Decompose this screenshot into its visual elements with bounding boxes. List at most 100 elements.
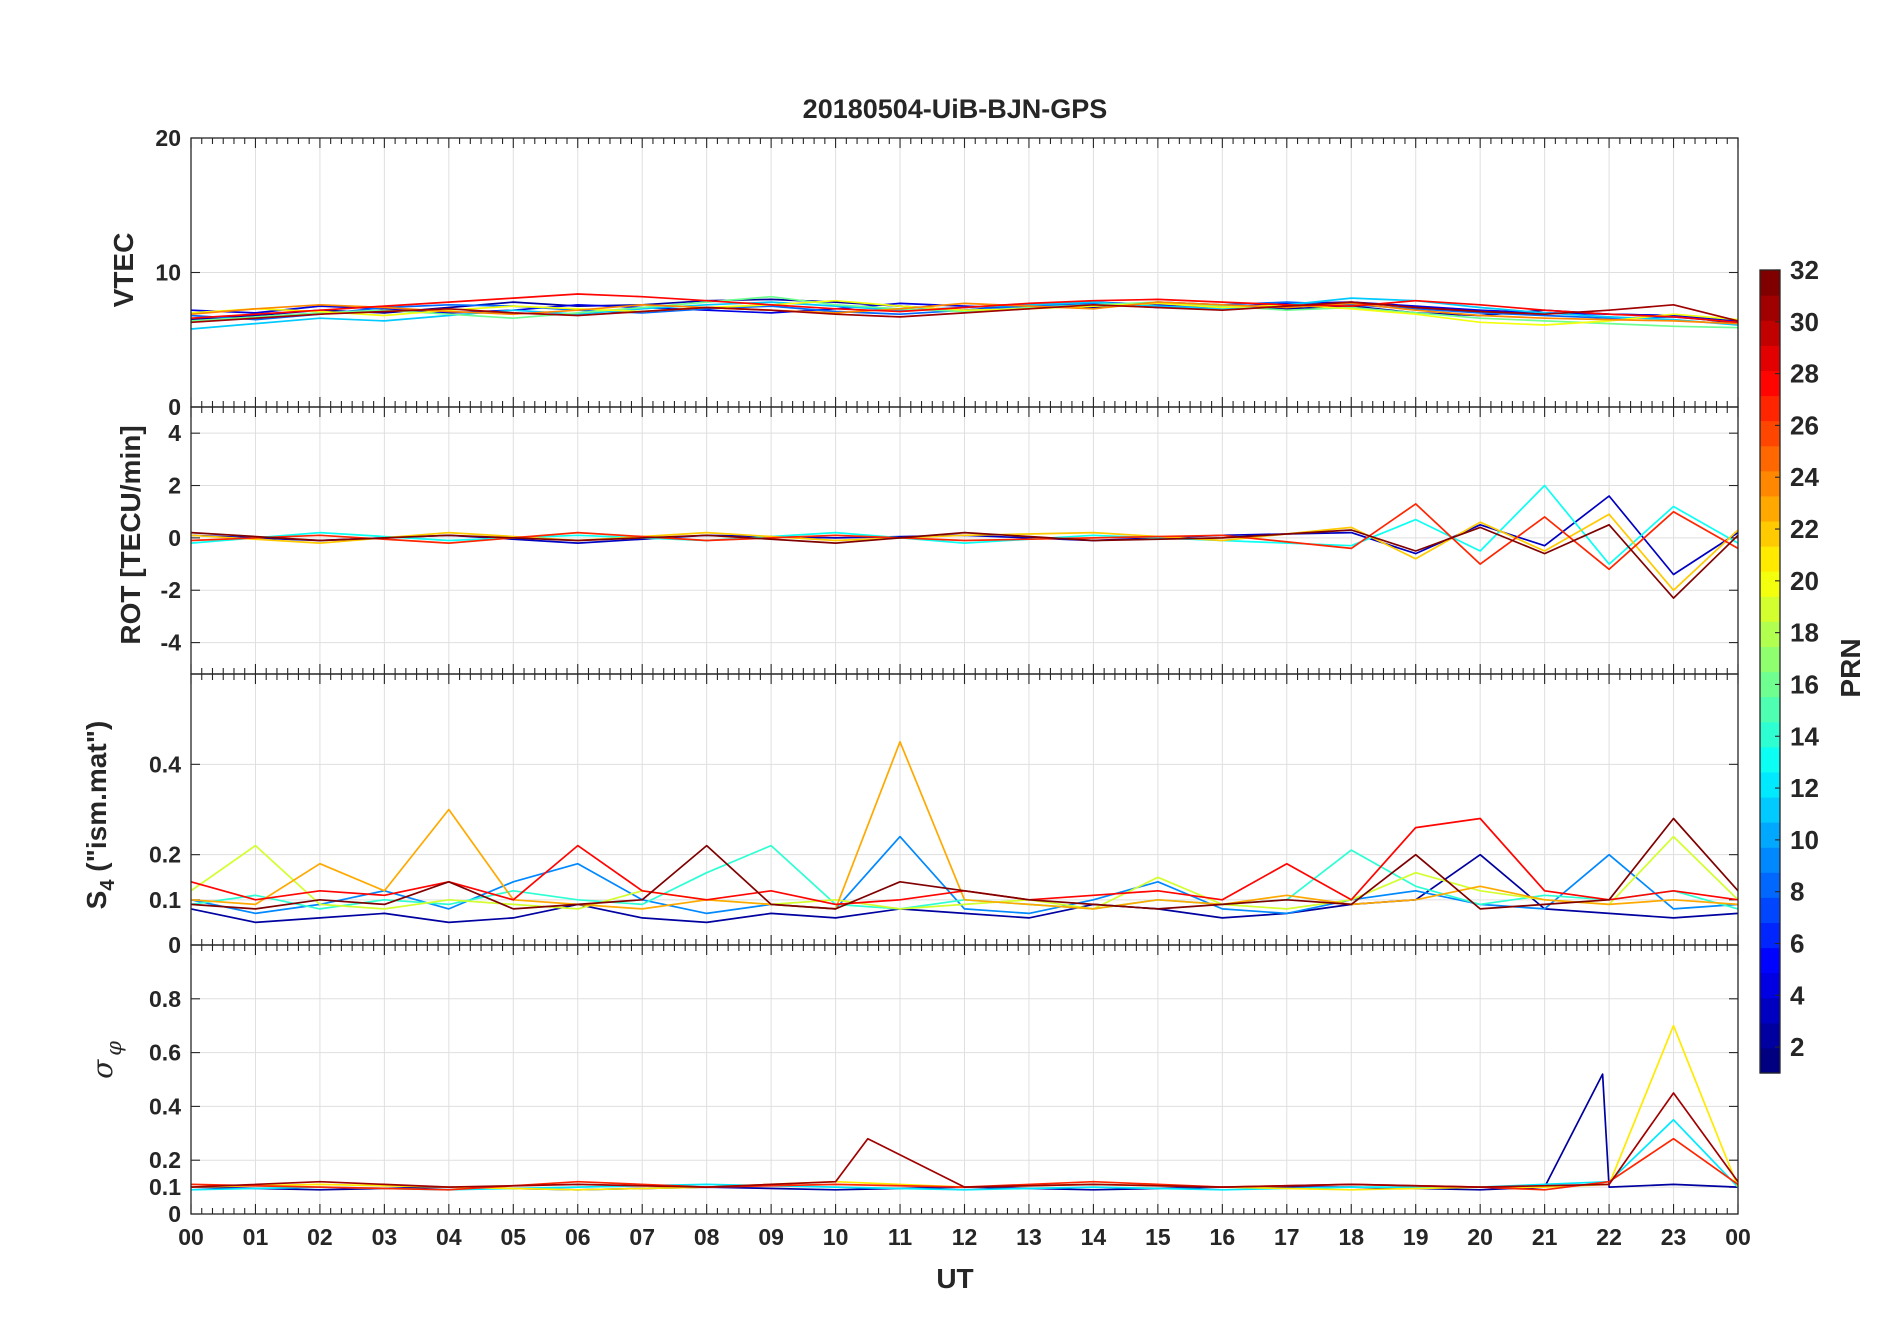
colorbar-segment <box>1760 445 1780 472</box>
x-tick-label: 00 <box>178 1224 204 1250</box>
colorbar-segment <box>1760 345 1780 371</box>
colorbar-tick-label: 10 <box>1790 825 1819 855</box>
colorbar-segment <box>1760 997 1780 1024</box>
x-tick-label: 01 <box>243 1224 269 1250</box>
colorbar-segment <box>1760 947 1780 974</box>
colorbar-tick-label: 16 <box>1790 669 1819 699</box>
colorbar-segment <box>1760 972 1780 999</box>
colorbar-segment <box>1760 796 1780 823</box>
colorbar-segment <box>1760 746 1780 773</box>
rot-panel: -4 -2 0 2 4 <box>161 406 1739 675</box>
x-tick-label: 23 <box>1661 1224 1687 1250</box>
x-tick-label: 08 <box>694 1224 720 1250</box>
x-tick-label: 17 <box>1274 1224 1300 1250</box>
x-tick-label: 03 <box>372 1224 398 1250</box>
y-tick-label: 0.2 <box>149 842 181 868</box>
colorbar-segment <box>1760 470 1780 497</box>
x-tick-label: 18 <box>1338 1224 1364 1250</box>
x-axis-tick-labels: 00 01 02 03 04 05 06 07 08 09 10 11 12 13 14 15 16 17 18 19… <box>178 1224 1751 1250</box>
x-tick-label: 15 <box>1145 1224 1171 1250</box>
series-line-prn-4 <box>190 301 1739 322</box>
colorbar-segment <box>1760 1022 1780 1049</box>
series-line-prn-31 <box>190 301 1739 324</box>
colorbar-tick-label: 32 <box>1790 255 1819 285</box>
y-tick-label: 0.8 <box>149 986 181 1012</box>
series-line-prn-2 <box>190 853 1739 924</box>
series-line-prn-32 <box>190 523 1739 599</box>
y-tick-label: 0.4 <box>149 1093 181 1119</box>
series-line-prn-12 <box>190 1118 1739 1191</box>
sigma-phi-y-axis-label: σφ <box>86 1041 126 1079</box>
series-line-prn-23 <box>190 740 1739 910</box>
x-tick-label: 09 <box>758 1224 784 1250</box>
x-tick-label: 10 <box>823 1224 849 1250</box>
colorbar-tick-label: 12 <box>1790 773 1819 803</box>
x-tick-label: 22 <box>1596 1224 1622 1250</box>
y-tick-label: 10 <box>155 260 181 286</box>
colorbar-segment <box>1760 495 1780 522</box>
colorbar-segment <box>1760 1047 1780 1074</box>
colorbar-segment <box>1760 621 1780 647</box>
series-line-prn-19 <box>190 835 1739 910</box>
colorbar-segment <box>1760 520 1780 547</box>
colorbar-tick-label: 6 <box>1790 928 1804 958</box>
colorbar-segment <box>1760 646 1780 673</box>
y-tick-label: 0.6 <box>149 1040 181 1066</box>
colorbar-tick-label: 20 <box>1790 566 1819 596</box>
y-tick-label: 0.1 <box>149 1174 181 1200</box>
colorbar-tick-label: 14 <box>1790 721 1819 751</box>
colorbar-tick-label: 8 <box>1790 877 1804 907</box>
colorbar-segment <box>1760 696 1780 723</box>
rot-y-axis-label: ROT [TECU/min] <box>115 425 146 644</box>
y-tick-label: 0.1 <box>149 887 181 913</box>
x-tick-label: 14 <box>1081 1224 1107 1250</box>
x-tick-label: 06 <box>565 1224 591 1250</box>
colorbar-segment <box>1760 270 1780 296</box>
colorbar-segment <box>1760 546 1780 572</box>
colorbar-segment <box>1760 771 1780 798</box>
colorbar-segment <box>1760 872 1780 898</box>
colorbar-segment <box>1760 370 1780 397</box>
colorbar-segment <box>1760 571 1780 597</box>
colorbar-tick-label: 28 <box>1790 359 1819 389</box>
series-line-prn-31 <box>190 1092 1739 1188</box>
x-tick-label: 05 <box>500 1224 526 1250</box>
colorbar-tick-label: 30 <box>1790 307 1819 337</box>
sigma-phi-panel: 00.10.2 0.4 0.6 0.8 <box>149 944 1739 1227</box>
colorbar-segment <box>1760 320 1780 346</box>
vtec-y-axis-label: VTEC <box>108 233 139 308</box>
colorbar-segment <box>1760 822 1780 848</box>
y-tick-label: 0 <box>168 932 181 958</box>
x-tick-label: 13 <box>1016 1224 1042 1250</box>
series-line-prn-24 <box>190 301 1739 325</box>
y-tick-label: 2 <box>168 473 181 499</box>
x-tick-label: 12 <box>952 1224 978 1250</box>
colorbar-tick-label: 24 <box>1790 462 1819 492</box>
y-tick-label: 4 <box>168 420 181 446</box>
x-tick-label: 02 <box>307 1224 333 1250</box>
colorbar-frame <box>1759 269 1781 1074</box>
y-tick-label: 20 <box>155 125 181 151</box>
series-line-prn-28 <box>190 293 1739 324</box>
colorbar-segment <box>1760 596 1780 622</box>
x-tick-label: 04 <box>436 1224 462 1250</box>
s4-panel: 0 0.1 0.2 0.4 <box>149 673 1739 958</box>
colorbar-segment <box>1760 847 1780 873</box>
colorbar-tick-label: 18 <box>1790 618 1819 648</box>
x-tick-label: 20 <box>1467 1224 1493 1250</box>
vtec-panel: 0 10 20 <box>155 125 1739 420</box>
series-line-prn-32 <box>190 817 1739 910</box>
y-tick-label: 0.4 <box>149 751 181 777</box>
series-line-prn-16 <box>190 295 1739 329</box>
y-tick-label: 0 <box>168 525 181 551</box>
colorbar-segment <box>1760 420 1780 447</box>
colorbar-segment <box>1760 897 1780 924</box>
colorbar-tick-label: 4 <box>1790 980 1805 1010</box>
y-tick-label: 0 <box>168 394 181 420</box>
colorbar-tick-label: 26 <box>1790 410 1819 440</box>
x-tick-label: 11 <box>888 1224 913 1250</box>
colorbar-tick-label: 2 <box>1790 1032 1804 1062</box>
x-tick-label: 16 <box>1210 1224 1236 1250</box>
